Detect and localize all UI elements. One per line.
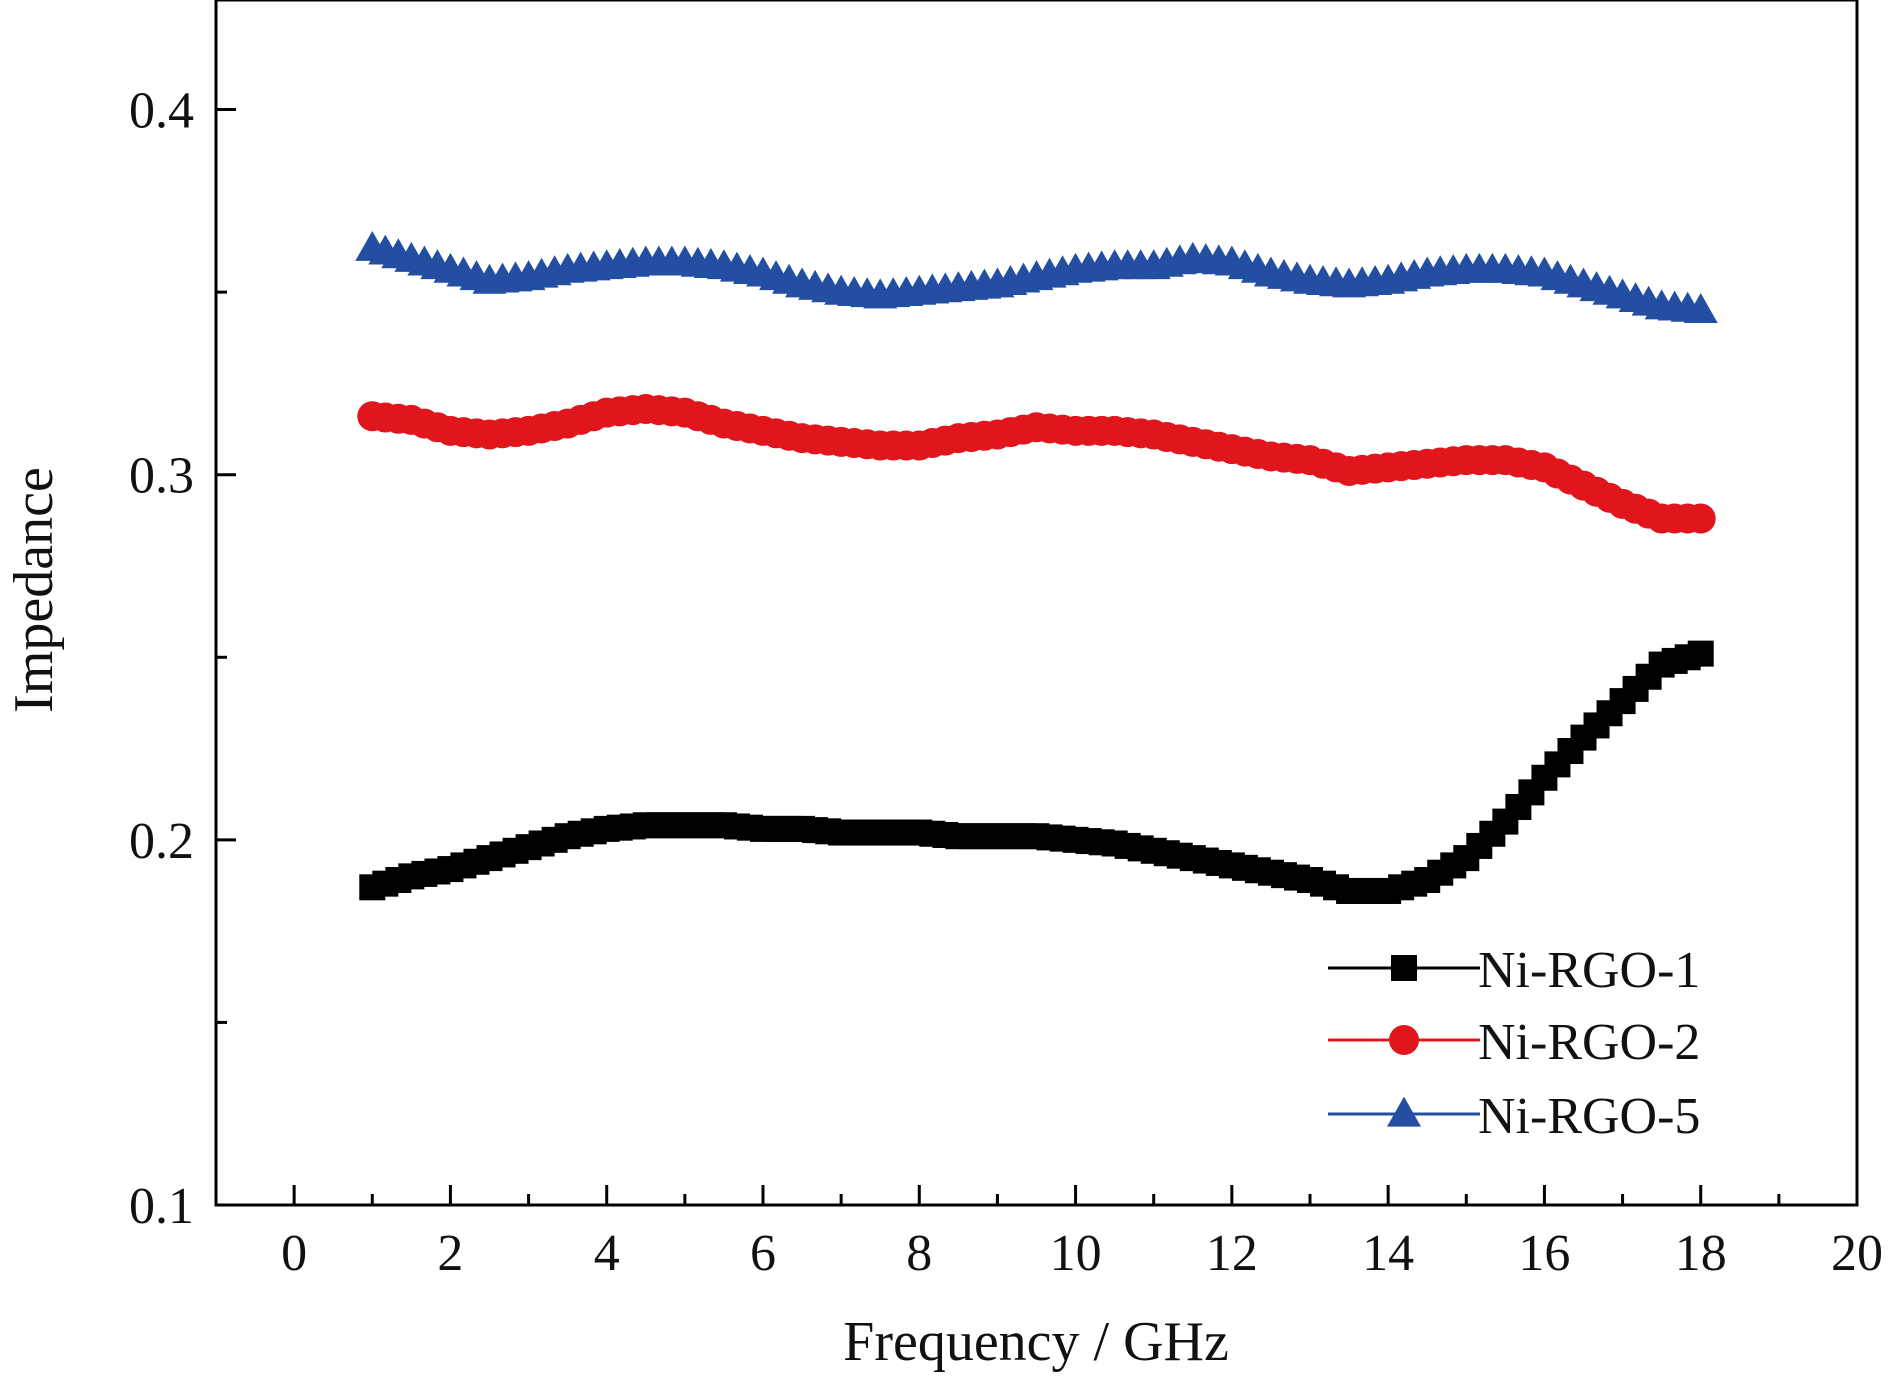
legend-item-ni-rgo-1: Ni-RGO-1 bbox=[1328, 942, 1700, 999]
x-tick-label: 12 bbox=[1206, 1225, 1258, 1282]
legend-label: Ni-RGO-5 bbox=[1478, 1088, 1700, 1145]
legend-item-ni-rgo-2: Ni-RGO-2 bbox=[1328, 1014, 1700, 1071]
y-tick-label: 0.3 bbox=[129, 448, 194, 505]
data-point bbox=[1687, 640, 1714, 667]
x-tick-label: 16 bbox=[1518, 1225, 1570, 1282]
x-tick-label: 4 bbox=[594, 1225, 620, 1282]
data-point bbox=[1685, 503, 1716, 534]
data-point bbox=[1683, 293, 1718, 323]
x-tick-label: 0 bbox=[281, 1225, 307, 1282]
x-tick-label: 2 bbox=[437, 1225, 463, 1282]
x-axis-title: Frequency / GHz bbox=[843, 1311, 1229, 1373]
y-tick-label: 0.2 bbox=[129, 813, 194, 870]
plot-area-frame bbox=[214, 0, 1859, 1207]
y-axis-title: Impedance bbox=[3, 467, 65, 713]
x-tick-label: 6 bbox=[750, 1225, 776, 1282]
legend-label: Ni-RGO-1 bbox=[1478, 942, 1700, 999]
series-ni-rgo-1 bbox=[359, 640, 1714, 904]
legend-marker bbox=[1387, 1096, 1421, 1127]
legend-item-ni-rgo-5: Ni-RGO-5 bbox=[1328, 1088, 1700, 1145]
legend-label: Ni-RGO-2 bbox=[1478, 1014, 1700, 1071]
legend: Ni-RGO-1 Ni-RGO-2 Ni-RGO-5 bbox=[1328, 942, 1700, 1145]
y-tick-label: 0.4 bbox=[129, 83, 194, 140]
x-tick-label: 18 bbox=[1675, 1225, 1727, 1282]
axes-layer: 0 2 4 6 8 10 12 14 16 18 20 0.1 0.2 0.3 0.4 bbox=[129, 83, 1883, 1282]
legend-marker bbox=[1391, 955, 1417, 981]
legend-marker bbox=[1389, 1025, 1419, 1055]
series-ni-rgo-2 bbox=[357, 393, 1716, 534]
series-ni-rgo-5 bbox=[355, 230, 1718, 323]
x-tick-label: 20 bbox=[1831, 1225, 1883, 1282]
x-tick-label: 14 bbox=[1362, 1225, 1414, 1282]
x-tick-label: 8 bbox=[906, 1225, 932, 1282]
x-tick-label: 10 bbox=[1050, 1225, 1102, 1282]
series-line bbox=[371, 652, 1702, 893]
series-layer bbox=[355, 230, 1718, 904]
y-tick-label: 0.1 bbox=[129, 1178, 194, 1235]
